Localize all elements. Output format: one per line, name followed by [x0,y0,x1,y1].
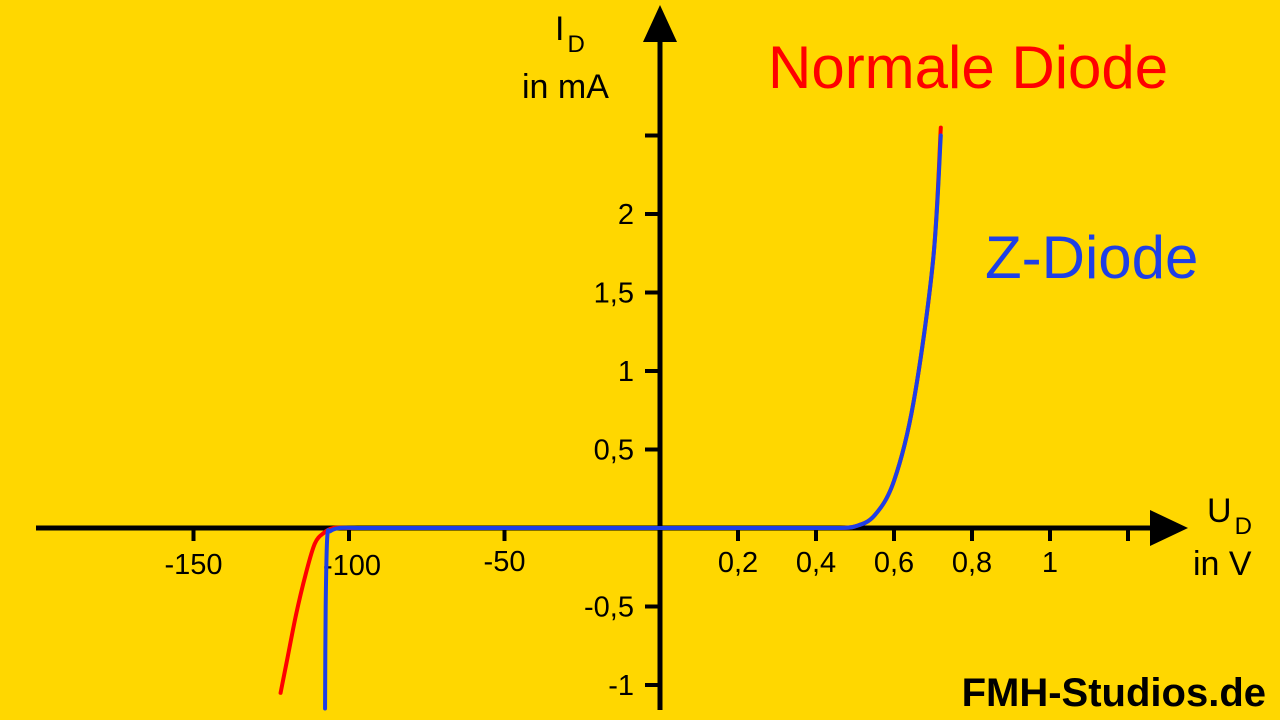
z-diode-reverse-line [323,525,361,711]
x-tick-label: -150 [164,549,222,581]
y-tick-label: -1 [608,670,634,702]
legend-label-normale-diode: Normale Diode [768,34,1168,101]
y-tick-label: -0,5 [584,592,634,624]
x-tick-label: 0,6 [874,547,914,579]
z-diode-forward-line [833,133,943,530]
watermark: FMH-Studios.de [961,671,1266,715]
y-tick-label: 1,5 [594,278,634,310]
x-tick-label: 0,8 [952,547,992,579]
x-tick-label: -50 [484,546,526,578]
y-tick-label: 1 [618,356,634,388]
y-tick-label: 2 [618,199,634,231]
legend-label-z-diode: Z-Diode [985,224,1198,291]
y-axis-arrow [643,5,677,42]
x-axis-unit: in V [1193,545,1252,583]
x-axis-arrow [1150,510,1188,546]
x-tick-label: 0,4 [796,547,836,579]
x-tick-label: 1 [1042,547,1058,579]
y-tick-label: 0,5 [594,435,634,467]
x-tick-label: -100 [323,550,381,582]
x-tick-label: 0,2 [718,547,758,579]
y-axis-unit: in mA [522,68,609,106]
